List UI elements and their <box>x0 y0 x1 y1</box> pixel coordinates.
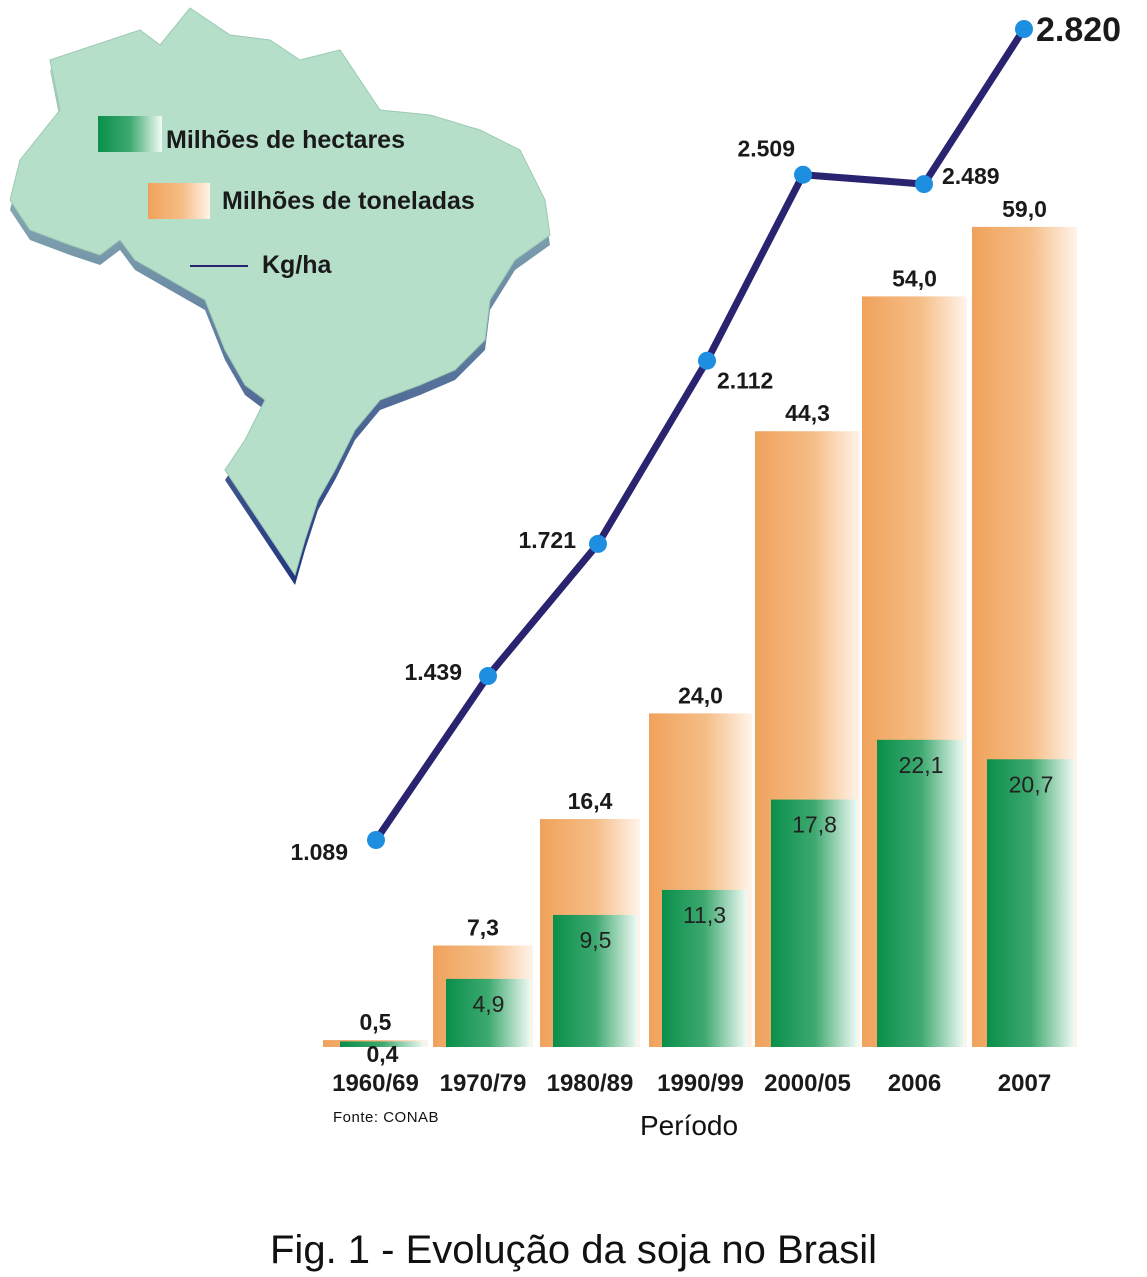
yield-point-6 <box>1015 20 1033 38</box>
legend-label-tonnes: Milhões de toneladas <box>222 187 475 215</box>
legend-swatch-tonnes <box>148 183 210 219</box>
figure-caption: Fig. 1 - Evolução da soja no Brasil <box>270 1228 877 1272</box>
source-note: Fonte: CONAB <box>333 1109 440 1126</box>
yield-label-3: 2.112 <box>717 368 773 394</box>
label-hectares-6: 20,7 <box>1009 771 1054 797</box>
legend-label-hectares: Milhões de hectares <box>166 126 405 154</box>
label-hectares-4: 17,8 <box>792 812 837 838</box>
bar-hectares-4 <box>771 799 858 1047</box>
x-tick-6: 2007 <box>998 1070 1051 1097</box>
yield-point-1 <box>479 667 497 686</box>
bar-hectares-5 <box>877 739 965 1047</box>
label-tonnes-1: 7,3 <box>467 915 499 941</box>
label-tonnes-0: 0,5 <box>360 1009 392 1035</box>
label-tonnes-2: 16,4 <box>568 788 613 814</box>
yield-label-2: 1.721 <box>518 527 576 553</box>
x-tick-5: 2006 <box>888 1070 941 1097</box>
yield-label-0: 1.089 <box>290 839 348 865</box>
label-tonnes-5: 54,0 <box>892 265 937 291</box>
bar-hectares-6 <box>987 759 1075 1047</box>
label-tonnes-4: 44,3 <box>785 400 830 426</box>
x-tick-3: 1990/99 <box>657 1070 744 1097</box>
bar-hectares-2 <box>553 914 638 1047</box>
yield-point-5 <box>915 175 933 194</box>
bar-hectares-1 <box>446 978 531 1047</box>
yield-label-4: 2.509 <box>737 136 795 162</box>
x-tick-4: 2000/05 <box>764 1070 851 1097</box>
brazil-map-icon <box>9 7 551 585</box>
x-tick-1: 1970/79 <box>440 1070 527 1097</box>
yield-point-4 <box>794 165 812 184</box>
yield-point-0 <box>367 831 385 849</box>
label-hectares-0: 0,4 <box>367 1041 399 1067</box>
x-tick-2: 1980/89 <box>547 1070 634 1097</box>
label-hectares-2: 9,5 <box>580 927 612 953</box>
label-hectares-1: 4,9 <box>473 991 505 1017</box>
bar-hectares-0 <box>340 1041 425 1047</box>
yield-label-1: 1.439 <box>404 659 462 685</box>
yield-point-3 <box>698 351 716 370</box>
label-hectares-5: 22,1 <box>899 752 944 778</box>
legend-swatch-hectares <box>98 116 162 152</box>
legend-label-yield: Kg/ha <box>262 251 333 279</box>
yield-label-6: 2.820 <box>1036 11 1121 49</box>
label-hectares-3: 11,3 <box>683 902 726 928</box>
label-tonnes-3: 24,0 <box>678 682 723 708</box>
x-axis-title: Período <box>640 1110 739 1141</box>
yield-label-5: 2.489 <box>942 163 1000 189</box>
x-tick-0: 1960/69 <box>332 1070 419 1097</box>
yield-point-2 <box>589 534 607 553</box>
label-tonnes-6: 59,0 <box>1002 196 1047 222</box>
bar-hectares-3 <box>662 889 747 1047</box>
legend: Milhões de hectares Milhões de toneladas… <box>98 116 475 279</box>
